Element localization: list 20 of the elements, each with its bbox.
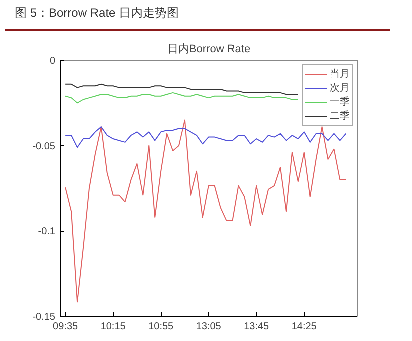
x-tick-label: 09:35 xyxy=(53,322,79,332)
legend-label: 当月 xyxy=(330,68,350,81)
y-tick-label: 0 xyxy=(50,56,56,67)
line-series xyxy=(65,92,299,104)
line-series xyxy=(65,84,299,96)
legend-label: 二季 xyxy=(330,110,350,123)
x-tick-label: 10:15 xyxy=(100,322,126,332)
legend-label: 次月 xyxy=(330,82,350,95)
x-tick-label: 13:05 xyxy=(196,322,222,332)
x-tick-label: 14:25 xyxy=(292,322,318,332)
legend-label: 一季 xyxy=(330,96,350,109)
line-series xyxy=(65,120,347,303)
x-tick-label: 10:55 xyxy=(148,322,174,332)
chart-title: 日内Borrow Rate xyxy=(167,42,251,56)
y-tick-label: -0.05 xyxy=(32,141,56,152)
y-tick-label: -0.1 xyxy=(38,226,56,238)
line-series xyxy=(65,126,347,148)
chart-subtitle: 图 5：Borrow Rate 日内走势图 xyxy=(15,5,180,22)
y-tick-label: -0.15 xyxy=(32,312,56,323)
x-tick-label: 13:45 xyxy=(244,322,270,332)
